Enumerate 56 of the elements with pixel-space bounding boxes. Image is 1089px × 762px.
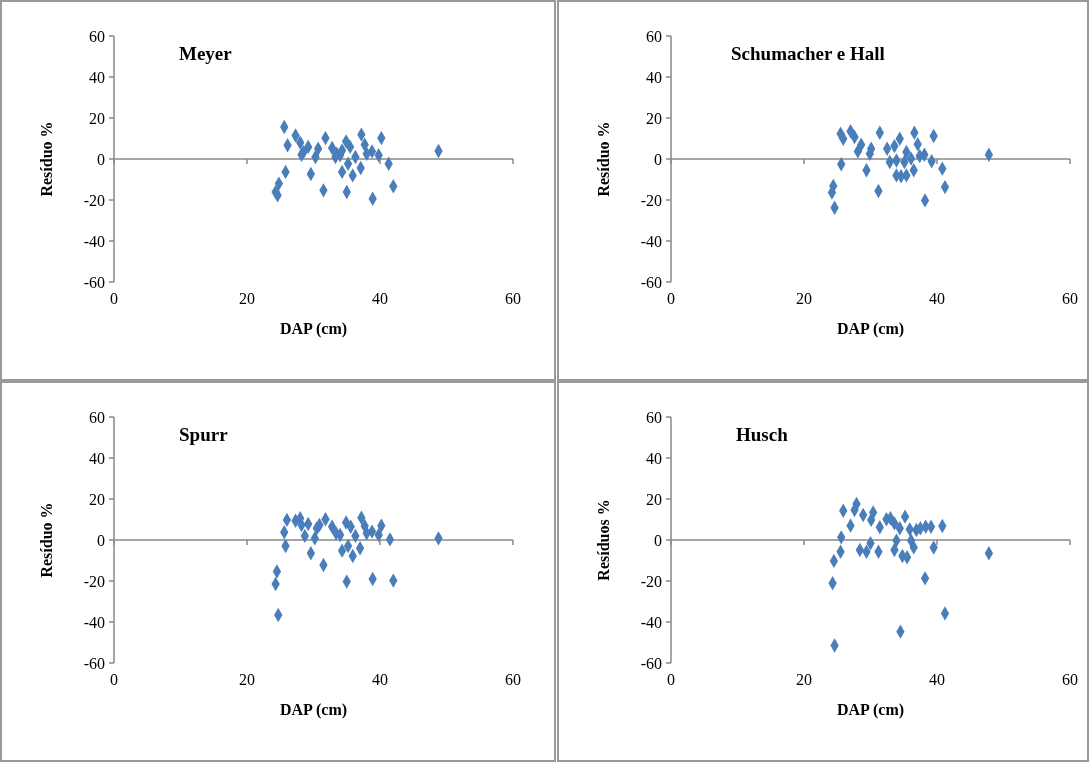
x-tick-label: 40 [372,671,388,688]
y-tick-label: -40 [83,232,105,250]
x-tick-label: 60 [1062,671,1078,688]
y-tick-label: 20 [646,490,662,508]
y-tick-label: -40 [640,232,662,250]
y-tick-label: 0 [97,531,105,549]
x-axis-title: DAP (cm) [836,701,905,719]
x-tick-label: 20 [239,671,255,688]
y-tick-label: -60 [83,273,105,291]
y-axis-title: Resíduo % [38,121,55,197]
y-tick-label: 40 [89,449,105,467]
y-tick-label: 20 [646,109,662,127]
y-tick-label: -60 [640,273,662,291]
y-tick-label: -40 [83,613,105,631]
y-tick-label: 60 [646,408,662,426]
chart-title: Schumacher e Hall [731,42,885,64]
x-tick-label: 60 [1062,290,1078,307]
y-tick-label: 60 [89,27,105,45]
y-tick-label: 60 [646,27,662,45]
chart-title: Meyer [179,42,233,64]
y-tick-label: 0 [97,150,105,168]
y-tick-label: -20 [640,572,662,590]
y-tick-label: -60 [83,654,105,672]
x-tick-label: 40 [372,290,388,307]
y-tick-label: -60 [640,654,662,672]
y-axis-title: Resíduos % [595,499,612,581]
x-tick-label: 40 [929,290,945,307]
x-tick-label: 0 [110,671,118,688]
y-tick-label: 40 [89,68,105,86]
x-tick-label: 0 [667,671,675,688]
x-tick-label: 20 [239,290,255,307]
x-axis-title: DAP (cm) [836,320,905,338]
chart-title: Husch [736,423,789,445]
y-tick-label: 60 [89,408,105,426]
y-tick-label: 20 [89,490,105,508]
y-tick-label: 40 [646,449,662,467]
x-axis-title: DAP (cm) [279,701,348,719]
y-axis-title: Resíduo % [38,502,55,578]
y-tick-label: -40 [640,613,662,631]
chart-title: Spurr [179,423,229,445]
y-tick-label: -20 [83,572,105,590]
x-tick-label: 0 [110,290,118,307]
y-tick-label: 20 [89,109,105,127]
x-tick-label: 20 [796,671,812,688]
x-tick-label: 60 [505,671,521,688]
x-tick-label: 40 [929,671,945,688]
y-axis-title: Resíduo % [595,121,612,197]
y-tick-label: 0 [654,531,662,549]
x-tick-label: 20 [796,290,812,307]
x-tick-label: 0 [667,290,675,307]
y-tick-label: 40 [646,68,662,86]
x-tick-label: 60 [505,290,521,307]
y-tick-label: -20 [83,191,105,209]
y-tick-label: -20 [640,191,662,209]
x-axis-title: DAP (cm) [279,320,348,338]
y-tick-label: 0 [654,150,662,168]
